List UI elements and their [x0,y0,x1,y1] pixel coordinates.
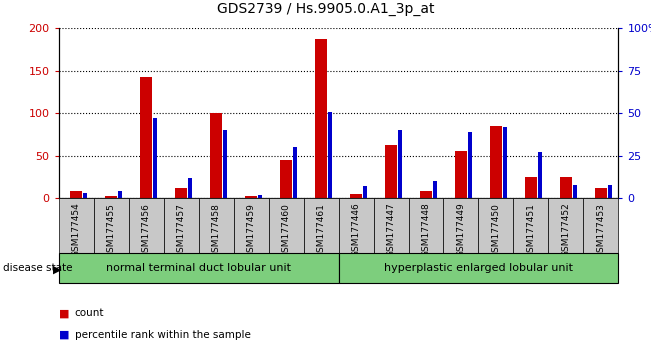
Text: GSM177448: GSM177448 [421,202,430,257]
FancyBboxPatch shape [548,198,583,253]
Bar [280,160,292,198]
FancyBboxPatch shape [59,198,94,253]
FancyBboxPatch shape [339,253,618,283]
Bar [573,185,577,198]
Bar [315,39,327,198]
Text: percentile rank within the sample: percentile rank within the sample [75,330,251,339]
Bar [607,185,612,198]
Text: GSM177446: GSM177446 [352,202,361,257]
Bar [153,118,157,198]
Bar [327,112,332,198]
Bar [538,152,542,198]
Bar [525,177,537,198]
Text: GSM177459: GSM177459 [247,202,256,257]
Text: GSM177460: GSM177460 [281,202,290,257]
Text: GSM177458: GSM177458 [212,202,221,257]
Text: normal terminal duct lobular unit: normal terminal duct lobular unit [106,263,291,273]
Bar [258,195,262,198]
Bar [560,177,572,198]
Text: ■: ■ [59,330,69,339]
Bar [433,181,437,198]
Bar [350,194,362,198]
Text: GSM177457: GSM177457 [176,202,186,257]
FancyBboxPatch shape [128,198,163,253]
FancyBboxPatch shape [583,198,618,253]
FancyBboxPatch shape [374,198,409,253]
FancyBboxPatch shape [303,198,339,253]
FancyBboxPatch shape [339,198,374,253]
Text: GSM177456: GSM177456 [141,202,150,257]
Text: count: count [75,308,104,318]
Bar [187,178,192,198]
Bar [467,132,472,198]
Text: GSM177447: GSM177447 [387,202,396,257]
Bar [293,147,297,198]
Bar [595,188,607,198]
FancyBboxPatch shape [163,198,199,253]
Bar [245,196,257,198]
Text: GSM177449: GSM177449 [456,202,465,257]
Text: GSM177461: GSM177461 [316,202,326,257]
Bar [210,113,222,198]
FancyBboxPatch shape [199,198,234,253]
FancyBboxPatch shape [94,198,128,253]
Text: GSM177455: GSM177455 [107,202,116,257]
Text: ▶: ▶ [53,265,62,275]
Bar [175,188,187,198]
FancyBboxPatch shape [443,198,478,253]
Bar [83,193,87,198]
Bar [105,196,117,198]
FancyBboxPatch shape [478,198,514,253]
Bar [490,126,502,198]
Bar [455,151,467,198]
FancyBboxPatch shape [514,198,548,253]
Bar [70,192,82,198]
Bar [140,77,152,198]
Text: GSM177450: GSM177450 [492,202,501,257]
FancyBboxPatch shape [268,198,303,253]
Text: GDS2739 / Hs.9905.0.A1_3p_at: GDS2739 / Hs.9905.0.A1_3p_at [217,2,434,16]
Bar [385,145,397,198]
Text: GSM177453: GSM177453 [596,202,605,257]
Bar [118,192,122,198]
Bar [420,192,432,198]
Bar [363,186,367,198]
Text: hyperplastic enlarged lobular unit: hyperplastic enlarged lobular unit [384,263,573,273]
Text: GSM177451: GSM177451 [527,202,536,257]
FancyBboxPatch shape [409,198,443,253]
Bar [503,127,507,198]
Text: disease state: disease state [3,263,73,273]
Bar [223,130,227,198]
Bar [398,130,402,198]
Text: ■: ■ [59,308,69,318]
FancyBboxPatch shape [59,253,339,283]
Text: GSM177454: GSM177454 [72,202,81,257]
FancyBboxPatch shape [234,198,268,253]
Text: GSM177452: GSM177452 [561,202,570,257]
